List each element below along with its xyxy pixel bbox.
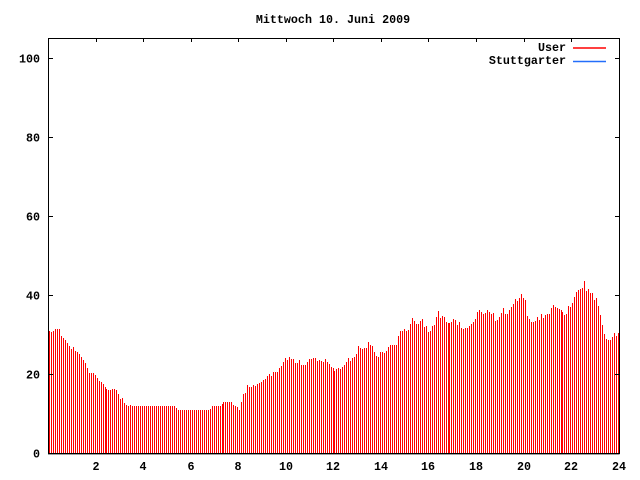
svg-text:18: 18 <box>469 460 483 474</box>
svg-text:0: 0 <box>33 448 40 462</box>
svg-text:6: 6 <box>187 460 194 474</box>
svg-text:20: 20 <box>26 369 40 383</box>
svg-text:Mittwoch 10. Juni 2009: Mittwoch 10. Juni 2009 <box>256 13 410 27</box>
svg-text:14: 14 <box>374 460 388 474</box>
svg-text:100: 100 <box>19 53 40 67</box>
svg-text:22: 22 <box>564 460 578 474</box>
svg-text:60: 60 <box>26 211 40 225</box>
svg-text:User: User <box>538 41 566 55</box>
svg-text:12: 12 <box>326 460 340 474</box>
svg-text:2: 2 <box>92 460 99 474</box>
svg-text:4: 4 <box>139 460 146 474</box>
svg-text:20: 20 <box>517 460 531 474</box>
svg-text:10: 10 <box>279 460 293 474</box>
svg-text:8: 8 <box>234 460 241 474</box>
svg-text:Stuttgarter: Stuttgarter <box>489 54 566 68</box>
svg-text:80: 80 <box>26 132 40 146</box>
svg-text:16: 16 <box>421 460 435 474</box>
svg-text:24: 24 <box>612 460 626 474</box>
svg-text:40: 40 <box>26 290 40 304</box>
